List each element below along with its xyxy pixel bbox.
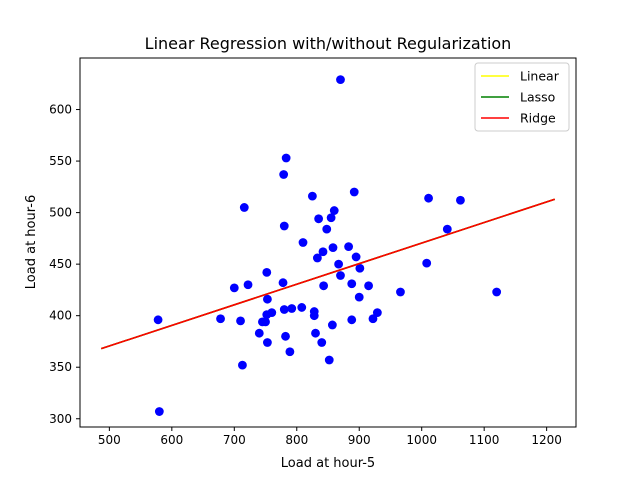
data-point-51 [364, 281, 373, 291]
data-point-10 [261, 317, 270, 327]
data-point-32 [317, 338, 327, 347]
x-tick-label-1200: 1200 [531, 433, 562, 447]
y-tick-label-400: 400 [49, 309, 72, 323]
y-tick-label-350: 350 [49, 360, 72, 374]
data-point-40 [329, 206, 339, 215]
data-point-54 [396, 287, 405, 297]
legend-label-linear: Linear [520, 69, 560, 84]
data-point-8 [254, 328, 264, 338]
chart-title: Linear Regression with/without Regulariz… [145, 34, 512, 53]
data-point-31 [314, 214, 324, 224]
data-point-47 [349, 187, 359, 197]
data-point-20 [281, 331, 290, 341]
data-point-25 [297, 303, 307, 312]
legend-label-ridge: Ridge [520, 111, 556, 126]
data-point-3 [229, 283, 239, 293]
data-point-58 [456, 195, 465, 205]
data-point-6 [239, 203, 249, 212]
data-point-55 [422, 258, 432, 268]
y-tick-label-550: 550 [49, 154, 72, 168]
y-tick-label-600: 600 [49, 103, 72, 117]
axes-ticks: 500 600 700 800 900 1000 1100 1200 300 350 400 450 5… [49, 103, 562, 447]
data-point-48 [351, 252, 361, 262]
data-point-1 [153, 315, 163, 325]
data-point-42 [336, 75, 345, 85]
x-tick-label-900: 900 [348, 433, 371, 447]
data-point-46 [347, 315, 357, 325]
x-axis-label: Load at hour-5 [281, 456, 375, 471]
y-tick-label-500: 500 [49, 206, 72, 220]
x-tick-label-800: 800 [285, 433, 308, 447]
data-point-34 [319, 281, 329, 291]
data-point-15 [267, 308, 277, 317]
data-point-33 [318, 247, 328, 257]
y-tick-label-450: 450 [49, 257, 72, 271]
data-point-45 [347, 279, 357, 289]
data-point-24 [298, 238, 308, 247]
data-point-37 [326, 213, 336, 223]
data-point-18 [279, 221, 289, 231]
data-point-14 [263, 294, 272, 304]
y-axis-label: Load at hour-6 [24, 195, 39, 289]
ridge-regression-line [100, 198, 556, 350]
data-point-21 [281, 153, 291, 163]
legend: Linear Lasso Ridge [474, 62, 570, 132]
x-tick-label-500: 500 [98, 433, 121, 447]
data-point-41 [334, 259, 344, 269]
data-point-2 [216, 314, 225, 324]
data-point-26 [307, 191, 317, 201]
data-point-50 [355, 263, 365, 273]
x-tick-label-700: 700 [223, 433, 246, 447]
legend-box [474, 62, 570, 132]
data-point-44 [344, 242, 354, 252]
data-point-11 [262, 267, 272, 277]
data-point-28 [309, 311, 319, 321]
data-point-56 [424, 193, 433, 203]
data-point-29 [311, 328, 320, 338]
data-point-59 [492, 287, 502, 297]
x-tick-label-600: 600 [160, 433, 183, 447]
x-tick-label-1000: 1000 [406, 433, 437, 447]
plot-frame [79, 57, 577, 428]
data-point-4 [236, 316, 245, 326]
data-point-57 [442, 224, 452, 234]
data-point-38 [327, 320, 337, 330]
data-point-17 [279, 170, 289, 179]
data-point-53 [372, 308, 382, 317]
data-point-16 [278, 278, 288, 288]
data-point-0 [154, 407, 164, 416]
data-point-7 [243, 280, 253, 290]
y-tick-label-300: 300 [49, 412, 72, 426]
data-point-30 [312, 253, 322, 263]
data-point-22 [285, 347, 295, 357]
data-point-13 [263, 338, 272, 347]
data-point-39 [328, 243, 338, 253]
data-point-43 [336, 271, 345, 280]
data-point-23 [287, 304, 297, 313]
plot-area [100, 75, 556, 416]
data-point-49 [354, 292, 364, 302]
data-point-52 [368, 314, 378, 324]
data-point-5 [238, 360, 247, 370]
legend-label-lasso: Lasso [520, 90, 555, 105]
data-point-35 [322, 224, 332, 234]
x-tick-label-1100: 1100 [469, 433, 500, 447]
data-point-36 [324, 355, 334, 365]
data-point-19 [279, 305, 289, 314]
